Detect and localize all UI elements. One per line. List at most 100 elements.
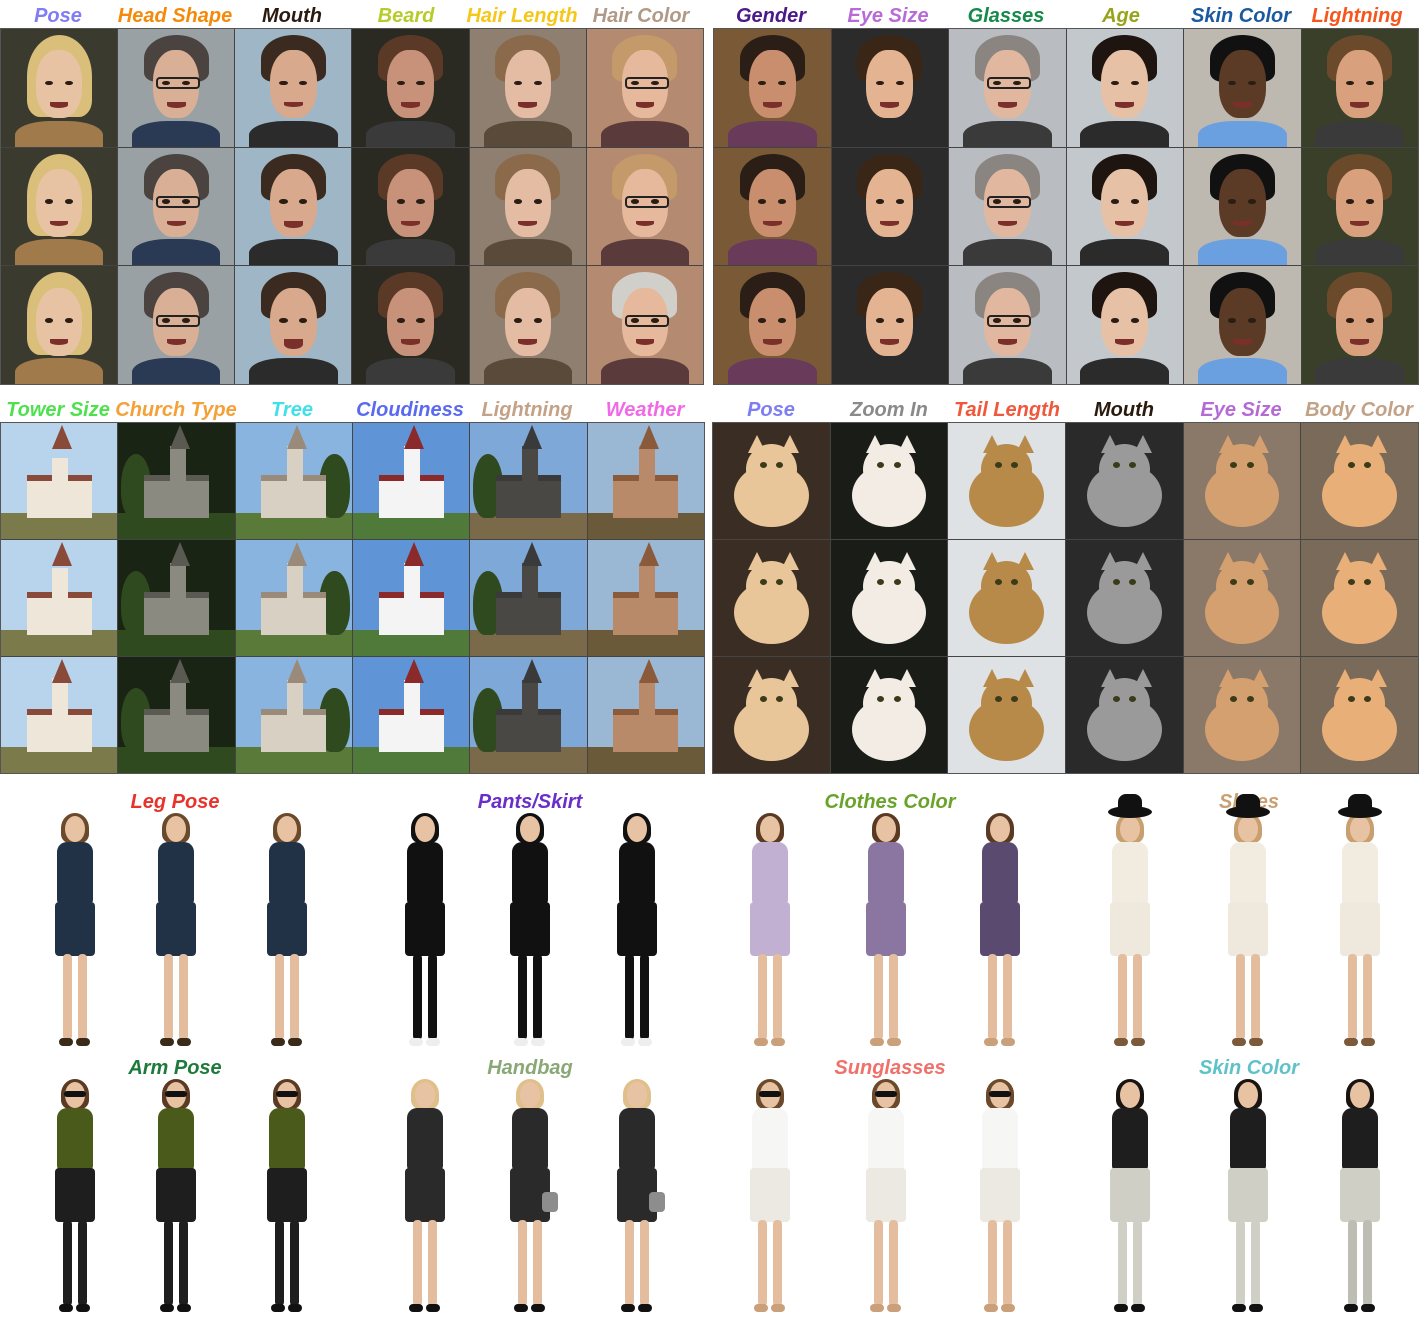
cat-eye [893, 579, 901, 586]
model-bottom [1340, 1168, 1380, 1222]
model-shoe [76, 1304, 90, 1312]
cat-ear [1368, 551, 1387, 570]
face-eye [630, 318, 640, 323]
face-head [1101, 168, 1149, 238]
church-tower [286, 563, 304, 610]
model-top [619, 1108, 655, 1170]
model-head [1350, 1082, 1370, 1108]
face-image [1066, 29, 1183, 147]
face-image [714, 29, 831, 147]
fashion-model [1100, 794, 1160, 1056]
model-head [415, 816, 435, 842]
cat-label-pose: Pose [747, 399, 795, 421]
model-head [990, 816, 1010, 842]
face-image [949, 266, 1066, 384]
face-image [1184, 29, 1301, 147]
face-head [504, 50, 551, 119]
face-eye [895, 80, 904, 86]
cat-grid [712, 422, 1419, 774]
face-head [1218, 50, 1266, 119]
face-eye [758, 80, 767, 86]
model-leg [518, 954, 527, 1040]
model-shoe [1249, 1038, 1263, 1046]
church-tower [52, 567, 69, 610]
face-image [714, 147, 831, 266]
face-label-eye-size: Eye Size [847, 5, 929, 27]
face-eye [1013, 80, 1022, 86]
face-head [1336, 50, 1384, 119]
model-leg [179, 954, 188, 1040]
face-mouth [401, 101, 420, 108]
cat-ear [1133, 434, 1152, 453]
church-image [353, 657, 470, 773]
face-body [845, 120, 934, 147]
model-bottom [980, 1168, 1020, 1222]
face-mouth [284, 339, 303, 349]
face-head [1336, 168, 1384, 238]
face-eye [396, 80, 405, 86]
church-spire [521, 658, 542, 683]
model-head [1120, 1082, 1140, 1108]
cats-panel: Pose Zoom In Tail Length Mouth Eye Size … [712, 394, 1422, 776]
churches-panel: Tower Size Church Type Tree Cloudiness L… [0, 394, 705, 776]
face-mouth [1232, 101, 1252, 108]
face-glasses [625, 195, 669, 209]
fashion-model [45, 1079, 105, 1322]
church-label-lightning: Lightning [481, 399, 573, 421]
model-bottom [156, 902, 196, 956]
face-mouth [880, 220, 900, 227]
face-image [235, 29, 352, 147]
face-image [235, 266, 352, 384]
model-head [627, 1082, 647, 1108]
church-spire [638, 424, 659, 449]
model-shoe [426, 1304, 440, 1312]
model-leg [1348, 954, 1357, 1040]
face-glasses [625, 314, 669, 327]
cat-image [1183, 540, 1301, 656]
face-mouth [762, 220, 782, 227]
face-eye [1013, 199, 1022, 205]
church-grid [0, 422, 705, 774]
model-leg [275, 954, 284, 1040]
face-mouth [762, 101, 782, 108]
fashion-model [146, 813, 206, 1056]
face-glasses [156, 77, 200, 90]
cat-ear [1015, 551, 1034, 570]
model-shoe [426, 1038, 440, 1046]
model-top [1112, 842, 1148, 904]
fashion-model [45, 813, 105, 1056]
model-shoe [1344, 1038, 1358, 1046]
model-leg [428, 954, 437, 1040]
model-shoe [177, 1038, 191, 1046]
model-bottom [405, 902, 445, 956]
face-body [962, 120, 1052, 147]
model-leg [428, 1220, 437, 1306]
model-shoe [1249, 1304, 1263, 1312]
face-body [600, 358, 690, 384]
fashion-model [395, 813, 455, 1056]
cat-ear [1336, 551, 1355, 570]
face-image [714, 266, 831, 384]
cat-ear [983, 434, 1002, 453]
model-top [868, 842, 904, 904]
cat-label-eye-size: Eye Size [1200, 399, 1282, 421]
model-hat-brim [1338, 806, 1382, 818]
cat-label-body-color: Body Color [1305, 399, 1413, 421]
church-tower [521, 563, 538, 610]
face-label-gender: Gender [735, 5, 807, 27]
church-image [587, 423, 704, 539]
model-leg [1003, 1220, 1012, 1306]
model-handbag [542, 1192, 558, 1212]
face-head [1101, 50, 1149, 119]
cat-ear [1133, 551, 1152, 570]
church-tower [638, 563, 656, 610]
face-head [748, 287, 796, 356]
face-eye [1228, 199, 1237, 205]
church-tower [404, 680, 421, 727]
model-shoe [514, 1038, 528, 1046]
model-top [158, 842, 194, 904]
model-hat-brim [1226, 806, 1270, 818]
face-image [118, 147, 235, 266]
model-bottom [1110, 902, 1150, 956]
fashion-model [500, 1079, 560, 1322]
